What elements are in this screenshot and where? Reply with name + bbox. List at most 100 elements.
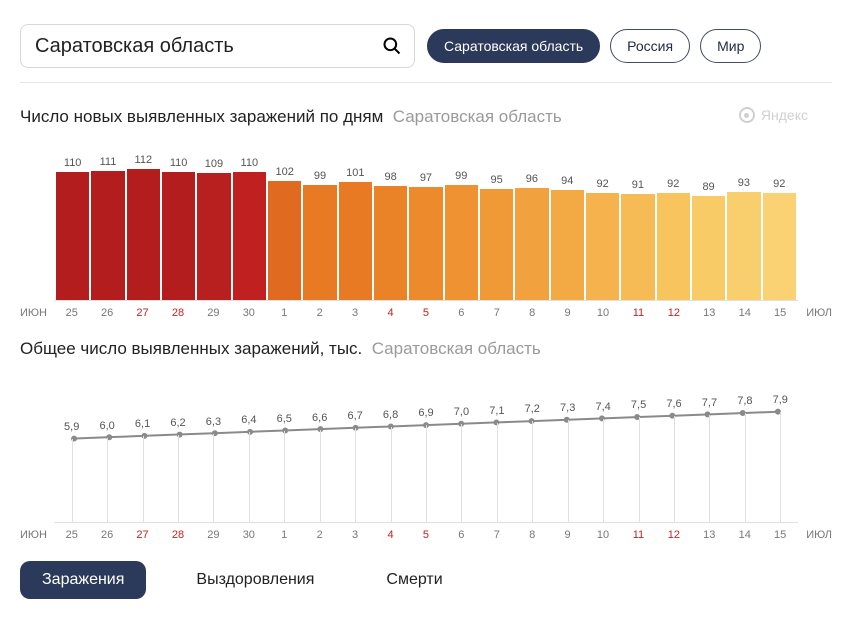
bar-x-tick: 15 — [762, 307, 797, 319]
bar-col: 99 — [303, 141, 336, 300]
bar-x-tick: 11 — [621, 307, 656, 319]
bar-rect — [268, 181, 301, 300]
line-x-tick: 3 — [337, 529, 372, 541]
region-pill-2[interactable]: Мир — [700, 29, 761, 63]
bar-x-tick: 13 — [692, 307, 727, 319]
line-value-label: 7,5 — [631, 399, 646, 411]
bar-rect — [409, 187, 442, 300]
bar-rect — [162, 172, 195, 300]
bar-chart-area: 1101111121101091101029910198979995969492… — [54, 141, 798, 301]
line-x-tick: 7 — [479, 529, 514, 541]
bar-value-label: 111 — [100, 156, 117, 168]
region-pill-group: Саратовская область Россия Мир — [427, 29, 761, 63]
bar-x-tick: 2 — [302, 307, 337, 319]
line-value-label: 7,7 — [702, 397, 717, 409]
line-x-axis: ИЮН 252627282930123456789101112131415 ИЮ… — [20, 523, 832, 541]
bar-rect — [621, 194, 654, 300]
line-value-label: 6,1 — [135, 418, 150, 430]
divider — [20, 82, 832, 83]
line-value-label: 6,5 — [277, 413, 292, 425]
bar-col: 89 — [692, 141, 725, 300]
line-x-tick: 9 — [550, 529, 585, 541]
line-value-label: 7,6 — [666, 398, 681, 410]
line-x-month-right: ИЮЛ — [798, 529, 832, 541]
bar-x-ticks: 252627282930123456789101112131415 — [54, 307, 798, 319]
line-chart-title-text: Общее число выявленных заражений, тыс. — [20, 339, 362, 358]
line-drop — [284, 431, 285, 522]
bar-col: 92 — [586, 141, 619, 300]
bar-rect — [727, 192, 760, 301]
line-value-label: 6,7 — [347, 410, 362, 422]
bar-rect — [551, 190, 584, 300]
bar-chart-block: Яндекс Число новых выявленных заражений … — [20, 107, 832, 319]
bar-x-tick: 4 — [373, 307, 408, 319]
bar-rect — [445, 185, 478, 301]
bar-rect — [480, 189, 513, 300]
metric-tab-2[interactable]: Смерти — [364, 561, 464, 599]
bar-rect — [303, 185, 336, 301]
metric-tab-0[interactable]: Заражения — [20, 561, 146, 599]
bar-col: 110 — [56, 141, 89, 300]
line-value-label: 6,8 — [383, 409, 398, 421]
bar-x-tick: 10 — [585, 307, 620, 319]
bar-col: 95 — [480, 141, 513, 300]
bar-x-tick: 9 — [550, 307, 585, 319]
line-drop — [568, 420, 569, 522]
bar-col: 91 — [621, 141, 654, 300]
bar-value-label: 92 — [773, 178, 785, 190]
bar-col: 109 — [197, 141, 230, 300]
bar-x-tick: 25 — [54, 307, 89, 319]
line-x-tick: 29 — [196, 529, 231, 541]
bar-rect — [197, 173, 230, 300]
bar-rect — [586, 193, 619, 300]
region-pill-1[interactable]: Россия — [610, 29, 690, 63]
line-value-label: 6,6 — [312, 412, 327, 424]
line-x-tick: 30 — [231, 529, 266, 541]
line-value-label: 7,4 — [595, 401, 610, 413]
bar-col: 94 — [551, 141, 584, 300]
bar-col: 102 — [268, 141, 301, 300]
line-drop — [532, 421, 533, 522]
line-drop — [603, 419, 604, 522]
line-drop — [780, 412, 781, 522]
bar-value-label: 110 — [170, 157, 188, 169]
metric-tab-1[interactable]: Выздоровления — [174, 561, 336, 599]
bar-x-tick: 30 — [231, 307, 266, 319]
metric-tabs: Заражения Выздоровления Смерти — [20, 561, 832, 599]
bar-x-tick: 27 — [125, 307, 160, 319]
line-x-tick: 2 — [302, 529, 337, 541]
line-value-label: 7,3 — [560, 402, 575, 414]
line-x-month-left: ИЮН — [20, 529, 54, 541]
bar-col: 93 — [727, 141, 760, 300]
line-x-tick: 12 — [656, 529, 691, 541]
bar-value-label: 91 — [632, 179, 644, 191]
bar-x-tick: 14 — [727, 307, 762, 319]
bar-col: 101 — [339, 141, 372, 300]
line-x-tick: 26 — [89, 529, 124, 541]
bar-rect — [763, 193, 796, 300]
region-pill-0[interactable]: Саратовская область — [427, 29, 600, 63]
line-x-tick: 8 — [514, 529, 549, 541]
watermark-label: Яндекс — [761, 107, 808, 123]
bar-value-label: 95 — [490, 174, 502, 186]
bar-col: 96 — [515, 141, 548, 300]
line-value-label: 5,9 — [64, 421, 79, 433]
bar-rect — [127, 169, 160, 300]
bar-rect — [56, 172, 89, 300]
bar-x-axis: ИЮН 252627282930123456789101112131415 ИЮ… — [20, 301, 832, 319]
line-chart-block: Общее число выявленных заражений, тыс. С… — [20, 339, 832, 541]
line-value-label: 6,9 — [418, 407, 433, 419]
bar-chart-title: Число новых выявленных заражений по дням… — [20, 107, 832, 127]
bar-x-tick: 12 — [656, 307, 691, 319]
search-input[interactable] — [35, 35, 370, 58]
bar-value-label: 94 — [561, 175, 573, 187]
bar-value-label: 92 — [596, 178, 608, 190]
bar-value-label: 102 — [275, 166, 293, 178]
search-icon[interactable] — [382, 36, 402, 56]
bar-x-tick: 8 — [514, 307, 549, 319]
line-chart-subtitle: Саратовская область — [372, 339, 541, 358]
bar-col: 97 — [409, 141, 442, 300]
bar-x-month-right: ИЮЛ — [798, 307, 832, 319]
bar-chart-subtitle: Саратовская область — [393, 107, 562, 126]
line-value-label: 7,8 — [737, 395, 752, 407]
